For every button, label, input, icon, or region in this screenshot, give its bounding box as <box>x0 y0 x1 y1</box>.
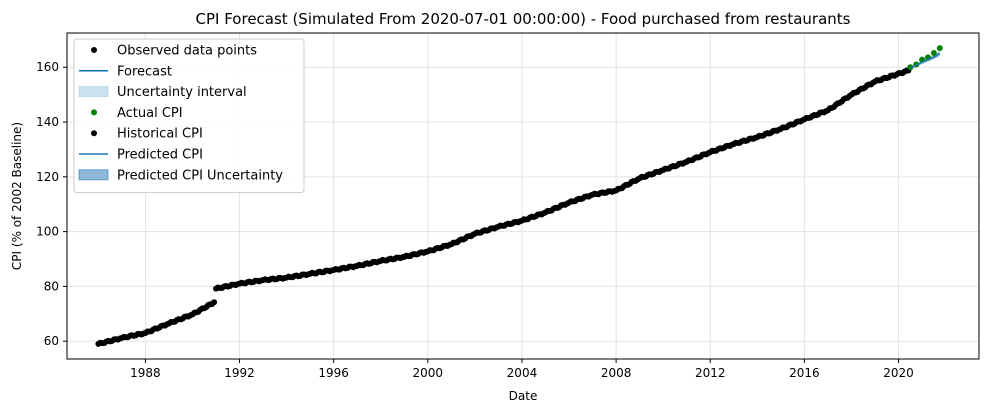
legend: Observed data points Forecast Uncertainty … <box>73 38 305 194</box>
x-tick-label: 2004 <box>507 366 538 380</box>
legend-label: Uncertainty interval <box>117 85 247 100</box>
legend-entry-predicted-cpi-uncertainty: Predicted CPI Uncertainty <box>78 168 283 183</box>
x-tick-label: 1988 <box>130 366 161 380</box>
y-axis-ticks: 60 80 100 120 140 160 <box>36 60 67 348</box>
legend-dot-icon <box>91 130 97 137</box>
legend-entry-observed-data-points: Observed data points <box>91 44 257 59</box>
legend-entry-actual-cpi: Actual CPI <box>91 106 183 121</box>
x-tick-label: 2012 <box>695 366 726 380</box>
x-tick-label: 1992 <box>224 366 255 380</box>
chart-title: CPI Forecast (Simulated From 2020-07-01 … <box>196 10 851 28</box>
x-tick-label: 2016 <box>789 366 820 380</box>
legend-label: Observed data points <box>117 44 257 59</box>
plot-frame <box>66 32 980 360</box>
actual-cpi-point <box>936 45 943 52</box>
x-tick-label: 2008 <box>601 366 632 380</box>
legend-label: Predicted CPI Uncertainty <box>117 168 283 183</box>
historical-cpi-point <box>211 299 218 306</box>
y-tick-label: 60 <box>44 334 59 348</box>
legend-entry-predicted-cpi: Predicted CPI <box>79 148 203 163</box>
y-tick-label: 80 <box>44 279 59 293</box>
legend-box <box>73 38 305 194</box>
x-axis-ticks: 1988 1992 1996 2000 2004 2008 2012 2016 2020 <box>130 359 914 380</box>
legend-band-icon <box>78 169 109 181</box>
legend-entry-historical-cpi: Historical CPI <box>91 127 203 142</box>
legend-band-icon <box>78 86 109 98</box>
y-axis-label: CPI (% of 2002 Baseline) <box>10 122 24 270</box>
x-tick-label: 2000 <box>413 366 444 380</box>
legend-label: Historical CPI <box>117 127 203 142</box>
data-marks <box>95 45 943 347</box>
y-tick-label: 140 <box>36 115 59 129</box>
legend-entry-uncertainty-interval: Uncertainty interval <box>78 85 247 100</box>
legend-label: Actual CPI <box>117 106 183 121</box>
legend-entry-forecast: Forecast <box>79 64 172 79</box>
actual-cpi-point <box>930 49 937 56</box>
y-tick-label: 120 <box>36 170 59 184</box>
legend-label: Forecast <box>117 64 172 79</box>
legend-label: Predicted CPI <box>117 148 203 163</box>
actual-cpi-point <box>907 64 914 71</box>
legend-dot-icon <box>91 47 97 53</box>
x-tick-label: 1996 <box>318 366 349 380</box>
y-tick-label: 100 <box>36 225 59 239</box>
predicted-cpi-line <box>910 52 941 70</box>
x-axis-label: Date <box>509 389 538 403</box>
y-tick-label: 160 <box>36 60 59 74</box>
x-tick-label: 2020 <box>883 366 914 380</box>
legend-dot-icon <box>91 109 97 116</box>
